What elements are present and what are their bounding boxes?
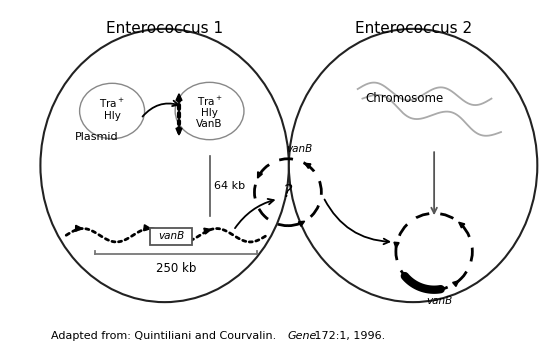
Polygon shape bbox=[143, 225, 151, 231]
Text: Chromosome: Chromosome bbox=[365, 92, 444, 105]
Text: Adapted from: Quintiliani and Courvalin.: Adapted from: Quintiliani and Courvalin. bbox=[52, 331, 288, 341]
Ellipse shape bbox=[80, 83, 145, 139]
Text: Plasmid: Plasmid bbox=[75, 132, 119, 142]
Polygon shape bbox=[204, 228, 211, 234]
Text: VanB: VanB bbox=[196, 119, 223, 130]
Polygon shape bbox=[453, 281, 459, 287]
Text: Hly: Hly bbox=[201, 108, 218, 118]
Polygon shape bbox=[305, 163, 311, 168]
Text: 64 kb: 64 kb bbox=[214, 181, 245, 191]
Text: Enterococcus 1: Enterococcus 1 bbox=[106, 21, 223, 36]
Text: Tra$^+$: Tra$^+$ bbox=[197, 95, 223, 108]
Text: 250 kb: 250 kb bbox=[156, 262, 196, 275]
Text: Hly: Hly bbox=[104, 111, 121, 121]
Text: Enterococcus 2: Enterococcus 2 bbox=[355, 21, 471, 36]
Polygon shape bbox=[459, 222, 465, 228]
Ellipse shape bbox=[40, 29, 289, 302]
Ellipse shape bbox=[289, 29, 537, 302]
Polygon shape bbox=[75, 225, 83, 231]
Polygon shape bbox=[176, 128, 182, 135]
Polygon shape bbox=[299, 221, 305, 226]
Text: vanB: vanB bbox=[158, 231, 184, 241]
Text: Tra$^+$: Tra$^+$ bbox=[99, 97, 125, 110]
Text: vanB: vanB bbox=[426, 296, 452, 306]
Polygon shape bbox=[394, 242, 399, 248]
Text: vanB: vanB bbox=[286, 144, 312, 154]
Bar bbox=[150, 228, 192, 245]
Polygon shape bbox=[176, 94, 182, 101]
Text: 172:1, 1996.: 172:1, 1996. bbox=[311, 331, 385, 341]
Text: ?: ? bbox=[283, 183, 293, 201]
Polygon shape bbox=[258, 172, 263, 178]
Text: Gene: Gene bbox=[288, 331, 317, 341]
Ellipse shape bbox=[175, 82, 244, 140]
